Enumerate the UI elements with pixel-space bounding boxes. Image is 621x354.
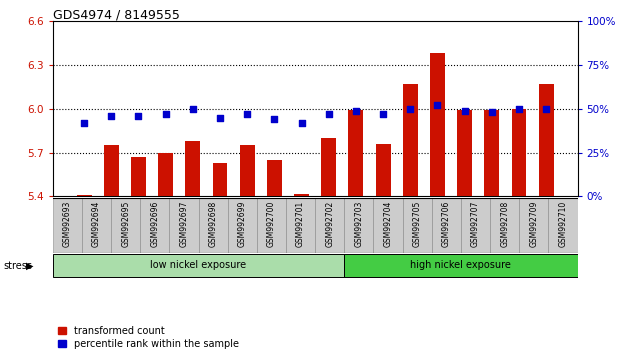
FancyBboxPatch shape — [548, 198, 578, 253]
Text: GSM992698: GSM992698 — [209, 201, 217, 247]
Point — [406, 106, 415, 112]
Point — [324, 111, 333, 117]
FancyBboxPatch shape — [402, 198, 432, 253]
Bar — [76, 195, 91, 196]
Bar — [212, 163, 227, 196]
Point — [297, 120, 307, 126]
Text: GSM992699: GSM992699 — [238, 201, 247, 247]
Text: GSM992694: GSM992694 — [92, 201, 101, 247]
Text: GSM992703: GSM992703 — [355, 201, 363, 247]
Text: GSM992700: GSM992700 — [267, 201, 276, 247]
FancyBboxPatch shape — [315, 198, 344, 253]
Text: ▶: ▶ — [26, 261, 34, 271]
Legend: transformed count, percentile rank within the sample: transformed count, percentile rank withi… — [58, 326, 239, 349]
Point — [134, 113, 143, 119]
Bar — [321, 138, 336, 196]
Text: GSM992696: GSM992696 — [150, 201, 160, 247]
FancyBboxPatch shape — [257, 198, 286, 253]
FancyBboxPatch shape — [286, 198, 315, 253]
FancyBboxPatch shape — [373, 198, 402, 253]
Bar — [348, 110, 363, 196]
Text: GSM992707: GSM992707 — [471, 201, 480, 247]
Point — [106, 113, 116, 119]
FancyBboxPatch shape — [228, 198, 257, 253]
FancyBboxPatch shape — [519, 198, 548, 253]
Text: high nickel exposure: high nickel exposure — [410, 260, 511, 270]
Bar — [430, 53, 445, 196]
Point — [542, 106, 551, 112]
Bar — [484, 110, 499, 196]
Point — [378, 111, 388, 117]
Point — [460, 108, 469, 113]
FancyBboxPatch shape — [344, 198, 373, 253]
Bar — [457, 110, 472, 196]
FancyBboxPatch shape — [82, 198, 111, 253]
Bar — [131, 157, 146, 196]
Text: stress: stress — [3, 261, 32, 271]
Text: GSM992701: GSM992701 — [296, 201, 305, 247]
FancyBboxPatch shape — [53, 254, 344, 277]
FancyBboxPatch shape — [53, 198, 82, 253]
Point — [432, 103, 442, 108]
Text: GSM992710: GSM992710 — [558, 201, 568, 247]
Bar — [403, 84, 418, 196]
Point — [161, 111, 171, 117]
Bar — [539, 84, 554, 196]
Bar — [104, 145, 119, 196]
Bar — [267, 160, 282, 196]
Bar — [376, 144, 391, 196]
Point — [351, 108, 361, 113]
Text: GSM992702: GSM992702 — [325, 201, 334, 247]
FancyBboxPatch shape — [170, 198, 199, 253]
FancyBboxPatch shape — [111, 198, 140, 253]
Text: GDS4974 / 8149555: GDS4974 / 8149555 — [53, 9, 179, 22]
FancyBboxPatch shape — [461, 198, 490, 253]
Point — [215, 115, 225, 120]
Bar — [158, 153, 173, 196]
Text: GSM992705: GSM992705 — [413, 201, 422, 247]
Text: GSM992704: GSM992704 — [384, 201, 392, 247]
FancyBboxPatch shape — [490, 198, 519, 253]
FancyBboxPatch shape — [432, 198, 461, 253]
FancyBboxPatch shape — [344, 254, 578, 277]
Text: low nickel exposure: low nickel exposure — [150, 260, 247, 270]
Bar — [512, 109, 527, 196]
Point — [188, 106, 198, 112]
Text: GSM992706: GSM992706 — [442, 201, 451, 247]
Point — [270, 116, 279, 122]
Point — [487, 109, 497, 115]
Text: GSM992695: GSM992695 — [121, 201, 130, 247]
FancyBboxPatch shape — [199, 198, 228, 253]
Text: GSM992697: GSM992697 — [179, 201, 188, 247]
Text: GSM992709: GSM992709 — [529, 201, 538, 247]
FancyBboxPatch shape — [140, 198, 170, 253]
Point — [514, 106, 524, 112]
Point — [79, 120, 89, 126]
Text: GSM992693: GSM992693 — [63, 201, 72, 247]
Text: GSM992708: GSM992708 — [500, 201, 509, 247]
Bar — [240, 145, 255, 196]
Bar — [294, 194, 309, 196]
Point — [242, 111, 252, 117]
Bar — [185, 141, 201, 196]
